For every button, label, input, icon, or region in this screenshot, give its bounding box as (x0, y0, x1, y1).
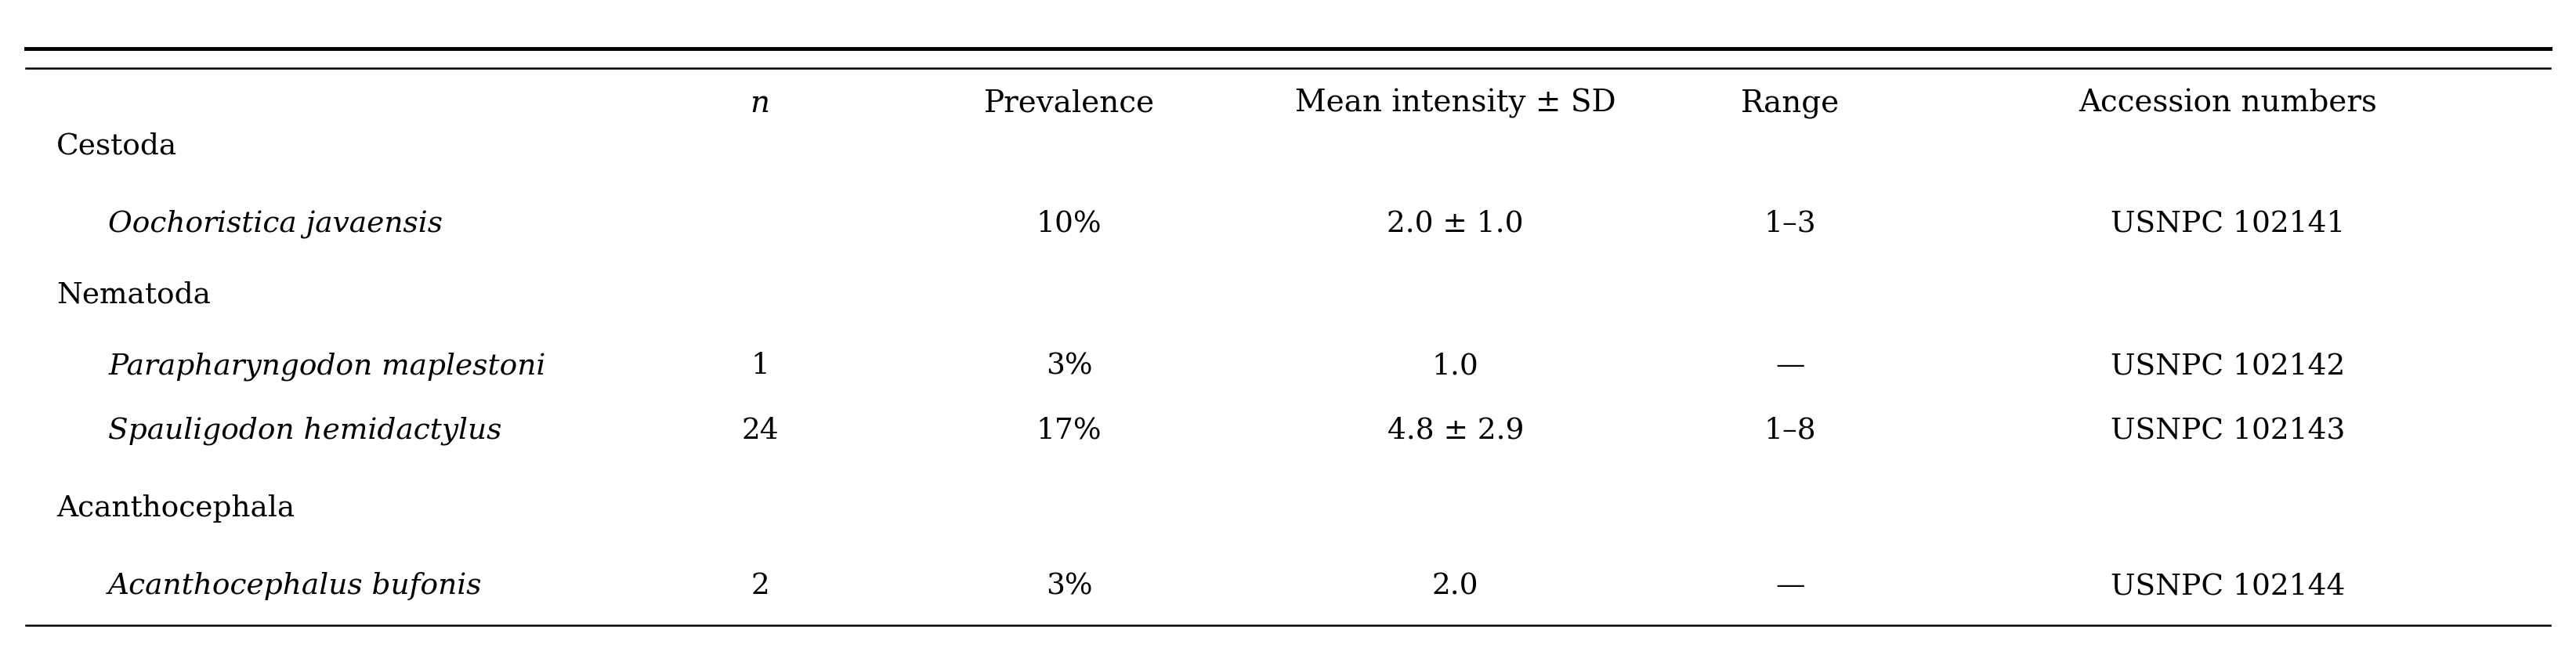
Text: Acanthocephalus bufonis: Acanthocephalus bufonis (108, 572, 482, 601)
Text: —: — (1775, 572, 1806, 601)
Text: USNPC 102143: USNPC 102143 (2110, 417, 2347, 445)
Text: Mean intensity ± SD: Mean intensity ± SD (1296, 89, 1615, 119)
Text: 1: 1 (750, 352, 770, 380)
Text: Range: Range (1741, 89, 1839, 119)
Text: USNPC 102141: USNPC 102141 (2110, 209, 2347, 238)
Text: 1.0: 1.0 (1432, 352, 1479, 380)
Text: 24: 24 (742, 417, 778, 445)
Text: 10%: 10% (1036, 209, 1103, 238)
Text: Spauligodon hemidactylus: Spauligodon hemidactylus (108, 417, 502, 445)
Text: 3%: 3% (1046, 572, 1092, 601)
Text: Cestoda: Cestoda (57, 132, 178, 160)
Text: Oochoristica javaensis: Oochoristica javaensis (108, 209, 443, 238)
Text: USNPC 102142: USNPC 102142 (2110, 352, 2347, 380)
Text: 4.8 ± 2.9: 4.8 ± 2.9 (1386, 417, 1525, 445)
Text: 17%: 17% (1036, 417, 1103, 445)
Text: —: — (1775, 352, 1806, 380)
Text: 2.0 ± 1.0: 2.0 ± 1.0 (1386, 209, 1525, 238)
Text: 2: 2 (750, 572, 770, 601)
Text: Nematoda: Nematoda (57, 281, 211, 309)
Text: 2.0: 2.0 (1432, 572, 1479, 601)
Text: 1–8: 1–8 (1765, 417, 1816, 445)
Text: n: n (750, 89, 770, 118)
Text: 1–3: 1–3 (1765, 209, 1816, 238)
Text: 3%: 3% (1046, 352, 1092, 380)
Text: Accession numbers: Accession numbers (2079, 89, 2378, 118)
Text: Prevalence: Prevalence (984, 89, 1154, 118)
Text: Acanthocephala: Acanthocephala (57, 494, 296, 523)
Text: Parapharyngodon maplestoni: Parapharyngodon maplestoni (108, 352, 546, 380)
Text: USNPC 102144: USNPC 102144 (2110, 572, 2347, 601)
